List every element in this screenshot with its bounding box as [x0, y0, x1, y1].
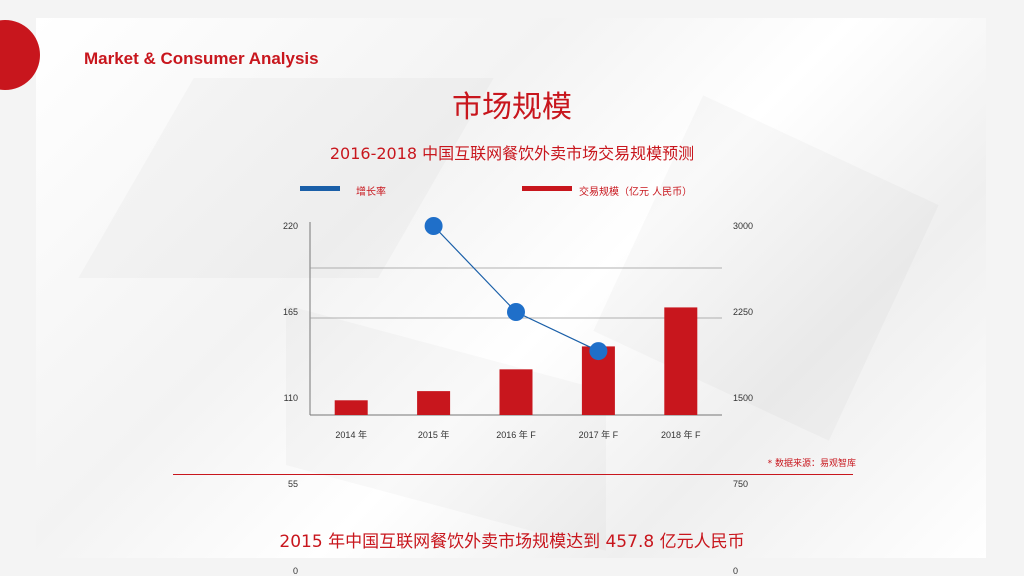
growth-line [433, 225, 599, 352]
section-header: Market & Consumer Analysis [84, 49, 319, 68]
left-tick-label: 0 [293, 566, 298, 576]
bar [417, 391, 451, 415]
right-tick-label: 1500 [733, 393, 753, 403]
legend-swatch-volume [522, 186, 572, 191]
legend-label-volume: 交易规模（亿元 人民币） [579, 187, 693, 198]
growth-point [424, 217, 443, 235]
legend-label-growth: 增长率 [356, 187, 386, 198]
x-tick-label: 2017 年 F [579, 429, 619, 440]
x-tick-label: 2018 年 F [661, 429, 701, 440]
x-tick-label: 2014 年 [335, 429, 367, 440]
left-tick-label: 55 [288, 479, 298, 489]
growth-point [507, 303, 525, 321]
slide-background [36, 18, 986, 558]
right-tick-label: 3000 [733, 221, 753, 231]
summary-text: 2015 年中国互联网餐饮外卖市场规模达到 457.8 亿元人民币 [279, 532, 745, 552]
growth-point [589, 342, 608, 361]
legend-swatch-growth [300, 186, 340, 191]
x-tick-label: 2016 年 F [496, 429, 536, 440]
data-source-note: * 数据来源：易观智库 [767, 459, 856, 469]
x-tick-label: 2015 年 [418, 429, 450, 440]
right-tick-label: 750 [733, 479, 748, 489]
left-tick-label: 110 [284, 393, 298, 403]
left-tick-label: 220 [283, 221, 298, 231]
bar [664, 307, 698, 415]
bar [334, 400, 368, 415]
chart-title: 2016-2018 中国互联网餐饮外卖市场交易规模预测 [329, 144, 695, 163]
divider-line [173, 474, 853, 475]
left-tick-label: 165 [283, 307, 298, 317]
right-tick-label: 2250 [733, 307, 753, 317]
bar [499, 369, 533, 415]
page-title: 市场规模 [452, 90, 572, 125]
right-tick-label: 0 [733, 566, 738, 576]
